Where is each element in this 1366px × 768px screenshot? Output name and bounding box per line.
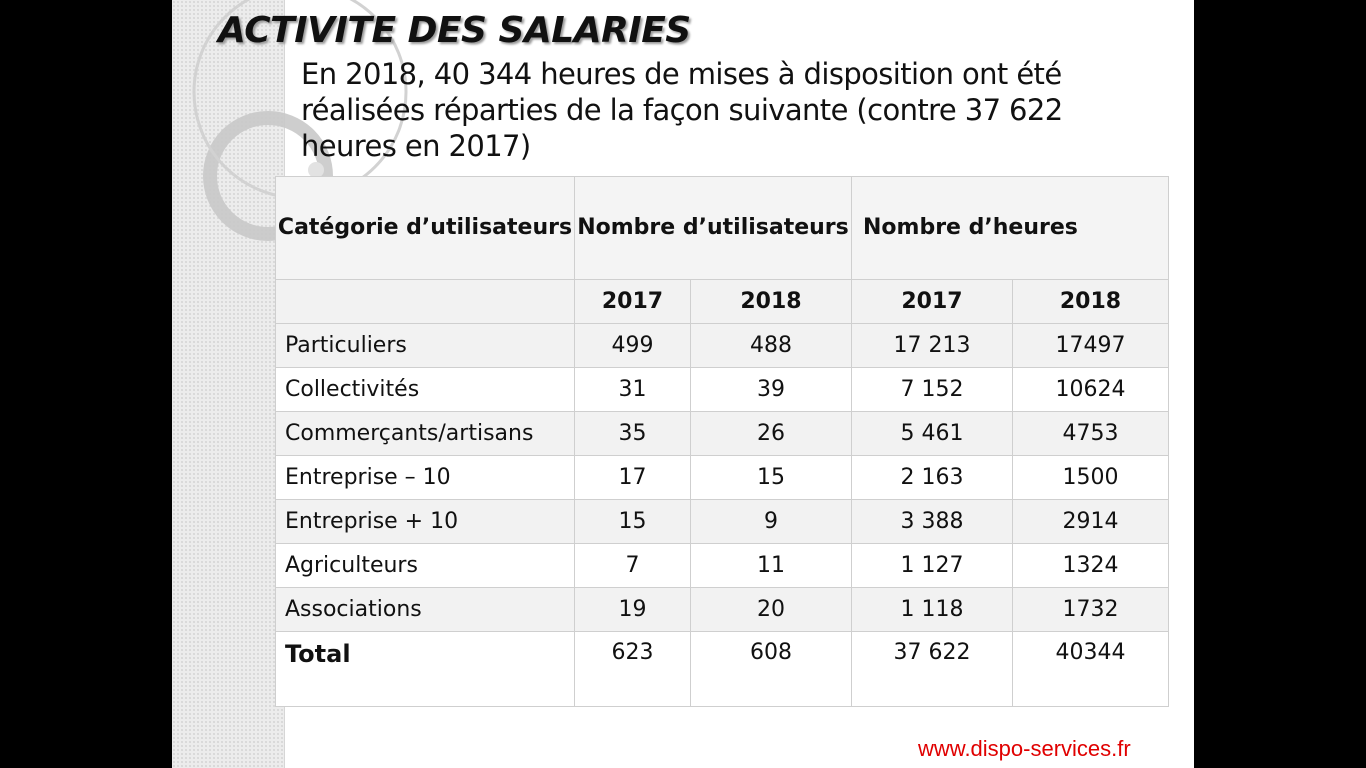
row-users-2018: 39 xyxy=(690,367,852,412)
row-users-2017: 7 xyxy=(574,543,691,588)
row-hours-2017: 5 461 xyxy=(851,411,1013,456)
row-hours-2017: 3 388 xyxy=(851,499,1013,544)
row-users-2017: 35 xyxy=(574,411,691,456)
row-hours-2018: 1324 xyxy=(1012,543,1169,588)
total-hours-2017: 37 622 xyxy=(851,631,1013,707)
row-users-2017: 499 xyxy=(574,323,691,368)
row-category: Commerçants/artisans xyxy=(275,411,575,456)
table-row: Agriculteurs 7 11 1 127 1324 xyxy=(275,543,1169,588)
table-row: Particuliers 499 488 17 213 17497 xyxy=(275,323,1169,368)
row-hours-2017: 2 163 xyxy=(851,455,1013,500)
row-hours-2017: 17 213 xyxy=(851,323,1013,368)
slide-title: ACTIVITE DES SALARIES xyxy=(218,10,691,51)
total-users-2017: 623 xyxy=(574,631,691,707)
total-hours-2018: 40344 xyxy=(1012,631,1169,707)
users-header: Nombre d’utilisateurs xyxy=(574,176,852,280)
row-users-2018: 9 xyxy=(690,499,852,544)
total-label: Total xyxy=(275,631,575,707)
footer-website-link[interactable]: www.dispo-services.fr xyxy=(918,736,1131,761)
row-hours-2018: 4753 xyxy=(1012,411,1169,456)
table-header-row: Catégorie d’utilisateurs Nombre d’utilis… xyxy=(275,176,1169,280)
row-category: Entreprise – 10 xyxy=(275,455,575,500)
intro-text: En 2018, 40 344 heures de mises à dispos… xyxy=(301,57,1063,163)
year-header: 2018 xyxy=(690,279,852,324)
slide: ACTIVITE DES SALARIES En 2018, 40 344 he… xyxy=(172,0,1194,768)
table-row: Entreprise – 10 17 15 2 163 1500 xyxy=(275,455,1169,500)
year-header: 2017 xyxy=(574,279,691,324)
year-header-row: 2017 2018 2017 2018 xyxy=(275,279,1169,324)
row-category: Collectivités xyxy=(275,367,575,412)
row-hours-2018: 17497 xyxy=(1012,323,1169,368)
row-hours-2017: 7 152 xyxy=(851,367,1013,412)
year-header: 2018 xyxy=(1012,279,1169,324)
row-users-2017: 31 xyxy=(574,367,691,412)
row-category: Agriculteurs xyxy=(275,543,575,588)
total-row: Total 623 608 37 622 40344 xyxy=(275,631,1169,707)
activity-table: Catégorie d’utilisateurs Nombre d’utilis… xyxy=(275,176,1169,707)
row-hours-2017: 1 118 xyxy=(851,587,1013,632)
row-hours-2018: 1732 xyxy=(1012,587,1169,632)
row-hours-2017: 1 127 xyxy=(851,543,1013,588)
year-header-empty xyxy=(275,279,575,324)
row-users-2017: 17 xyxy=(574,455,691,500)
row-users-2018: 488 xyxy=(690,323,852,368)
year-header: 2017 xyxy=(851,279,1013,324)
row-hours-2018: 2914 xyxy=(1012,499,1169,544)
table-row: Commerçants/artisans 35 26 5 461 4753 xyxy=(275,411,1169,456)
row-users-2017: 19 xyxy=(574,587,691,632)
table-row: Entreprise + 10 15 9 3 388 2914 xyxy=(275,499,1169,544)
row-users-2018: 15 xyxy=(690,455,852,500)
total-users-2018: 608 xyxy=(690,631,852,707)
row-users-2018: 26 xyxy=(690,411,852,456)
row-hours-2018: 1500 xyxy=(1012,455,1169,500)
table-row: Associations 19 20 1 118 1732 xyxy=(275,587,1169,632)
row-category: Particuliers xyxy=(275,323,575,368)
row-users-2018: 20 xyxy=(690,587,852,632)
row-category: Entreprise + 10 xyxy=(275,499,575,544)
hours-header: Nombre d’heures xyxy=(851,176,1169,280)
table-row: Collectivités 31 39 7 152 10624 xyxy=(275,367,1169,412)
row-category: Associations xyxy=(275,587,575,632)
row-hours-2018: 10624 xyxy=(1012,367,1169,412)
row-users-2018: 11 xyxy=(690,543,852,588)
category-header: Catégorie d’utilisateurs xyxy=(275,176,575,280)
row-users-2017: 15 xyxy=(574,499,691,544)
